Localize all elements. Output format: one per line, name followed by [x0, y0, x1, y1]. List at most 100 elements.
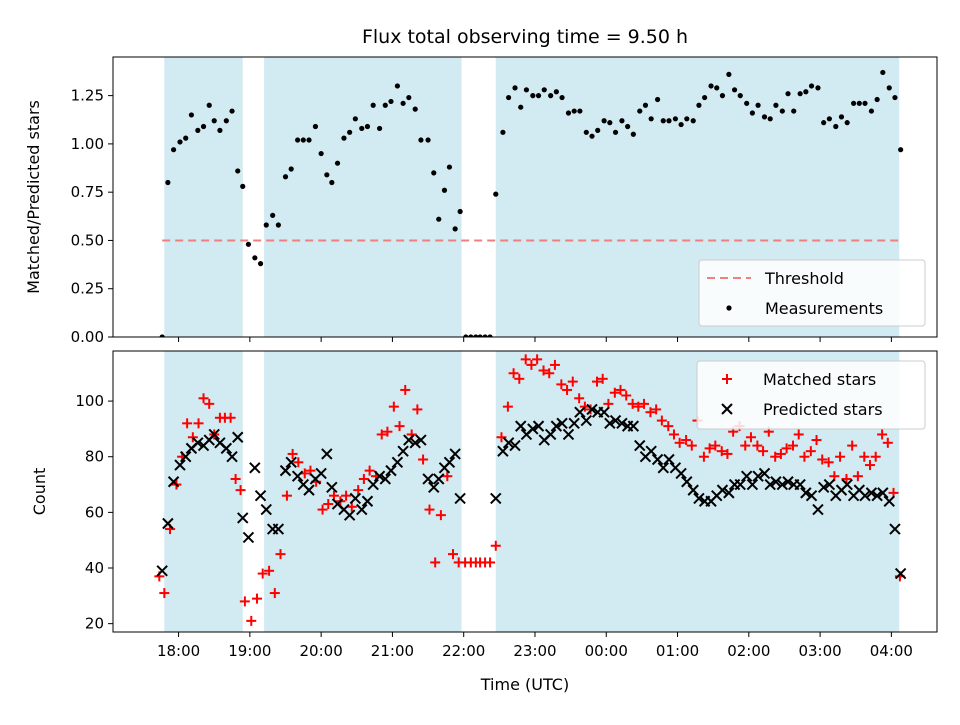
y-axis-label: Matched/Predicted stars	[24, 100, 43, 294]
measurement-point	[726, 71, 732, 77]
measurement-point	[642, 102, 649, 108]
y-tick-label: 100	[75, 392, 104, 410]
predicted-star-point	[604, 417, 616, 430]
predicted-star-point	[385, 464, 397, 477]
matched-star-point	[745, 432, 756, 443]
y-tick-label: 60	[85, 503, 104, 521]
measurement-point	[388, 98, 394, 105]
measurement-point	[457, 208, 463, 215]
predicted-star-point	[497, 445, 509, 457]
predicted-star-point	[693, 492, 705, 505]
measurement-point	[797, 91, 803, 97]
count-panel: 18:00 19:00 20:00 21:00 22:00 23:00 00:00 01:00…	[30, 350, 938, 660]
matched-star-point	[704, 443, 715, 454]
matched-star-point	[230, 473, 241, 484]
legend-box	[696, 360, 926, 430]
matched-star-point	[698, 451, 709, 462]
predicted-star-point	[651, 453, 664, 466]
matched-star-point	[633, 401, 644, 412]
measurement-point	[815, 85, 821, 91]
measurement-point	[773, 102, 779, 108]
matched-star-point	[376, 429, 387, 440]
matched-star-point	[556, 379, 567, 390]
matched-star-point	[829, 471, 840, 482]
measurement-point	[487, 334, 493, 337]
predicted-star-point	[764, 478, 776, 491]
measurement-point	[690, 118, 696, 124]
matched-star-point	[562, 384, 573, 395]
predicted-star-point	[687, 484, 699, 496]
predicted-star-point	[192, 437, 204, 449]
chart-title: Flux total observing time = 9.50 h	[362, 26, 688, 48]
axes-frame	[112, 350, 938, 633]
predicted-star-point	[556, 417, 568, 430]
matched-star-point	[275, 549, 286, 560]
predicted-star-point	[609, 414, 622, 427]
measurement-point	[844, 120, 850, 126]
predicted-star-point	[515, 420, 527, 432]
matched-star-point	[877, 429, 888, 440]
matched-star-point	[710, 440, 721, 451]
measurement-point	[436, 216, 442, 222]
matched-star-point	[514, 373, 525, 384]
predicted-star-point	[162, 517, 174, 530]
measurement-point	[165, 179, 171, 186]
matched-star-point	[394, 421, 405, 432]
predicted-star-point	[817, 481, 830, 494]
measurement-point	[275, 222, 281, 228]
matched-star-point	[532, 354, 543, 365]
predicted-star-point	[805, 489, 818, 502]
matched-star-point	[847, 440, 858, 451]
x-tick-label: 21:00	[371, 642, 414, 660]
predicted-star-point	[409, 437, 421, 449]
measurement-point	[170, 147, 177, 153]
matched-star-point	[686, 440, 697, 451]
measurement-point	[394, 83, 401, 89]
predicted-star-point	[156, 565, 168, 577]
measurement-point	[523, 87, 530, 93]
measurement-point	[473, 334, 479, 337]
measurement-point	[761, 114, 768, 120]
measurement-point	[183, 135, 189, 141]
matched-star-point	[544, 368, 555, 379]
x-axis-label: Time (UTC)	[480, 675, 569, 694]
predicted-star-point	[285, 456, 297, 468]
measurement-point	[512, 85, 518, 91]
measurement-point	[418, 137, 424, 143]
predicted-star-point	[562, 428, 575, 441]
predicted-star-point	[550, 420, 563, 432]
matched-star-point	[490, 540, 501, 551]
predicted-star-point	[237, 512, 249, 524]
measurement-point	[898, 147, 904, 153]
x-tick-label: 00:00	[585, 642, 628, 660]
matched-star-point	[627, 398, 638, 409]
y-tick-label: 1.25	[71, 87, 104, 105]
predicted-star-point	[226, 451, 238, 463]
measurement-point	[463, 334, 469, 337]
measurement-point	[359, 125, 365, 132]
measurement-point	[200, 123, 207, 130]
matched-star-point	[424, 504, 435, 515]
measurement-point	[589, 133, 595, 139]
ratio-panel: 0.00 0.25 0.50 0.75 1.00 1.25 Matched/Predicte…	[24, 56, 938, 346]
predicted-star-point	[812, 503, 824, 516]
measurement-point	[188, 112, 195, 118]
predicted-star-point	[716, 484, 729, 496]
measurement-point	[177, 139, 183, 145]
matched-star-point	[182, 418, 193, 429]
axes-frame	[112, 56, 938, 338]
predicted-star-point	[242, 531, 255, 544]
matched-star-point	[615, 384, 626, 395]
measurement-point	[595, 127, 601, 133]
matched-star-point	[597, 373, 608, 384]
measurement-point	[892, 94, 898, 101]
measurement-point	[880, 69, 886, 76]
predicted-star-point	[303, 484, 315, 496]
matched-star-point	[722, 448, 733, 459]
matched-star-point	[645, 407, 656, 418]
measurement-point	[452, 226, 458, 232]
predicted-star-point	[634, 439, 646, 452]
matched-star-point	[412, 404, 423, 415]
matched-star-point	[328, 490, 339, 501]
measurement-point	[312, 123, 319, 130]
